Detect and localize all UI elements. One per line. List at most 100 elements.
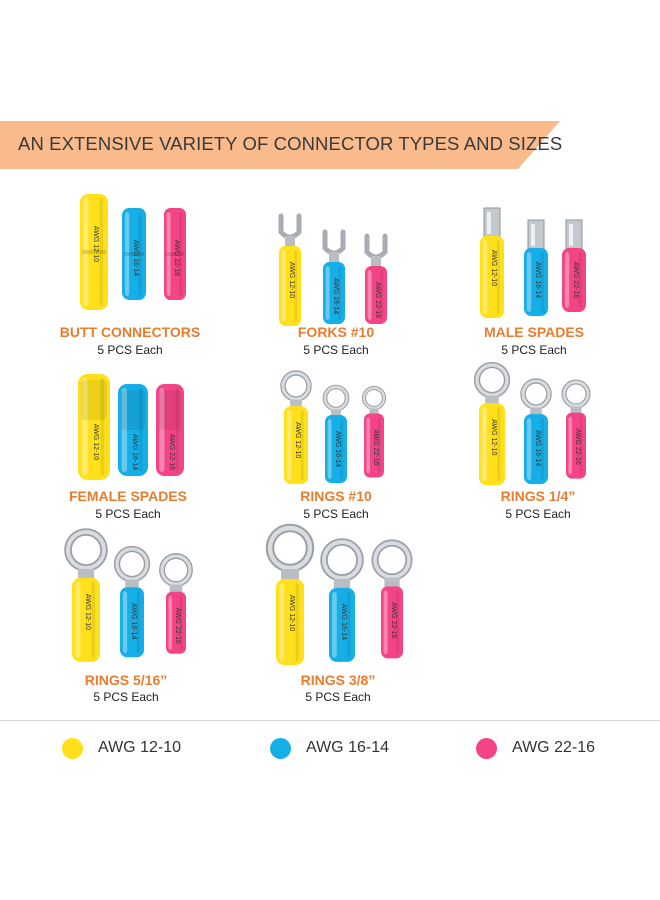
tube-print: AWG 16-14 (534, 262, 541, 298)
tube-print: AWG 16-14 (130, 603, 137, 639)
divider (0, 720, 660, 721)
product-butt-connectors: AWG 12-10 AWG 16-14 AWG 22-18 BUTT CONNECT… (20, 180, 240, 360)
tube-print: AWG 12-10 (490, 419, 497, 455)
female-spades-image: AWG 12-10 AWG 16-14 AWG 22-16 (78, 374, 184, 480)
product-qty: 5 PCS Each (93, 690, 159, 704)
butt-connector-0 (80, 194, 108, 310)
product-qty: 5 PCS Each (501, 343, 567, 357)
ring-tip-0 (280, 370, 312, 409)
tube-print: AWG 16-14 (131, 434, 138, 470)
tube-print: AWG 22-16 (574, 428, 581, 464)
ring-tube-1 (325, 415, 347, 484)
tube-print: AWG 16-14 (334, 431, 341, 467)
product-qty: 5 PCS Each (95, 507, 161, 521)
male-blade-1 (527, 219, 545, 251)
title-banner (0, 121, 560, 169)
product-name: FORKS #10 (297, 324, 375, 340)
tube-print: AWG 12-10 (288, 595, 295, 631)
ring-tip-0 (64, 528, 108, 582)
rings-5-16-image: AWG 12-10 AWG 16-14 AWG 22-16 (64, 528, 193, 662)
product-name: RINGS 5/16” (84, 672, 168, 688)
product-name: FEMALE SPADES (69, 488, 187, 504)
ring-tube-2 (364, 413, 384, 478)
tube-print: AWG 12-10 (92, 424, 99, 460)
ring-tip-0 (265, 523, 315, 583)
ring-tube-2 (381, 586, 403, 659)
product-rings-5-16: AWG 12-10 AWG 16-14 AWG 22-16 RINGS 5/16” … (16, 520, 236, 710)
fork-tip-1 (322, 229, 346, 266)
blue-dot-icon (270, 738, 291, 759)
tube-print: AWG 12-10 (84, 594, 91, 630)
male-spades-image: AWG 12-10 AWG 16-14 AWG 22-16 (480, 207, 586, 318)
product-qty: 5 PCS Each (305, 690, 371, 704)
tube-print: AWG 22-16 (572, 262, 579, 298)
product-name: RINGS 1/4” (500, 488, 576, 504)
ring-tube-2 (566, 412, 586, 479)
female-spade-2 (156, 384, 184, 476)
legend-label: AWG 12-10 (98, 739, 181, 756)
ring-tube-1 (524, 414, 548, 485)
forks-image: AWG 12-10 AWG 16-14 AWG 22-16 (278, 213, 388, 326)
ring-tube-0 (479, 403, 505, 486)
male-blade-2 (565, 219, 583, 251)
product-female-spades: AWG 12-10 AWG 16-14 AWG 22-16 FEMALE SPADE… (18, 348, 238, 528)
tube-print: AWG 22-16 (372, 429, 379, 465)
product-qty: 5 PCS Each (97, 343, 163, 357)
rings-10-image: AWG 12-10 AWG 16-14 AWG 22-16 (280, 370, 387, 485)
product-qty: 5 PCS Each (505, 507, 571, 521)
ring-tube-2 (166, 591, 186, 654)
ring-tip-1 (322, 384, 350, 418)
fork-tip-2 (364, 233, 388, 270)
center-band (166, 252, 184, 256)
fork-tube-1 (323, 262, 345, 324)
pink-dot-icon (476, 738, 497, 759)
product-forks-10: AWG 12-10 AWG 16-14 AWG 22-16 FORKS #10 5 … (226, 180, 446, 360)
tube-print: AWG 16-14 (132, 240, 139, 276)
ring-tube-0 (284, 406, 308, 485)
banner-title: AN EXTENSIVE VARIETY OF CONNECTOR TYPES … (18, 133, 563, 154)
male-tube-1 (524, 248, 548, 316)
ring-tip-2 (159, 553, 193, 595)
tube-print: AWG 22-16 (390, 602, 397, 638)
female-spade-0 (78, 374, 110, 480)
product-rings-3-8: AWG 12-10 AWG 16-14 AWG 22-16 RINGS 3/8” 5… (228, 520, 448, 710)
product-name: RINGS 3/8” (300, 672, 376, 688)
product-qty: 5 PCS Each (303, 507, 369, 521)
female-spade-1 (118, 384, 148, 476)
product-name: RINGS #10 (300, 488, 372, 504)
tube-print: AWG 16-14 (340, 604, 347, 640)
tube-print: AWG 12-10 (288, 262, 295, 298)
tube-print: AWG 16-14 (534, 430, 541, 466)
tube-print: AWG 12-10 (92, 226, 99, 262)
ring-tip-1 (320, 538, 364, 592)
male-tube-0 (480, 236, 504, 318)
ring-tip-0 (473, 361, 511, 407)
fork-tip-0 (278, 213, 302, 250)
yellow-dot-icon (62, 738, 83, 759)
ring-tip-2 (371, 539, 413, 590)
butt-connector-2 (164, 208, 186, 300)
female-sleeve (121, 390, 145, 430)
ring-tube-0 (276, 579, 304, 665)
product-rings-1-4: AWG 12-10 AWG 16-14 AWG 22-16 RINGS 1/4” 5… (428, 348, 648, 528)
tube-print: AWG 22-16 (374, 282, 381, 318)
legend-label: AWG 16-14 (306, 739, 389, 756)
rings-1-4-image: AWG 12-10 AWG 16-14 AWG 22-16 (473, 361, 591, 486)
product-name: BUTT CONNECTORS (59, 324, 201, 340)
butt-connector-1 (122, 208, 146, 300)
ring-tube-1 (329, 587, 355, 662)
center-band (82, 250, 106, 254)
ring-tip-1 (520, 378, 552, 417)
female-sleeve (81, 380, 107, 420)
male-blade-0 (483, 207, 501, 239)
tube-print: AWG 12-10 (490, 250, 497, 286)
product-qty: 5 PCS Each (303, 343, 369, 357)
fork-tube-2 (365, 266, 387, 324)
male-tube-2 (562, 248, 586, 312)
product-name: MALE SPADES (483, 324, 585, 340)
butt-connectors-image: AWG 12-10 AWG 16-14 AWG 22-18 (80, 194, 186, 310)
tube-print: AWG 22-16 (168, 434, 175, 470)
legend-label: AWG 22-16 (512, 739, 595, 756)
tube-print: AWG 16-14 (332, 278, 339, 314)
fork-tube-0 (279, 246, 301, 326)
